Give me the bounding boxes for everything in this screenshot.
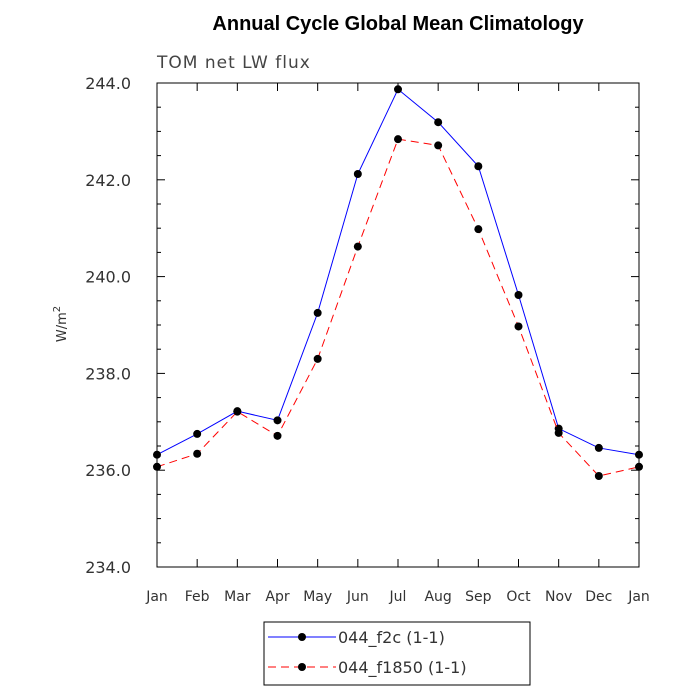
series-1-point bbox=[594, 443, 603, 452]
chart-title: Annual Cycle Global Mean Climatology bbox=[212, 13, 584, 35]
series-2-point bbox=[514, 322, 523, 331]
series-2-point bbox=[273, 431, 282, 440]
series-2-point bbox=[594, 472, 603, 481]
x-tick-label: Mar bbox=[224, 589, 251, 605]
series-2-point bbox=[474, 225, 483, 234]
series-1-point bbox=[474, 162, 483, 171]
x-tick-label: May bbox=[303, 589, 332, 605]
series-2-point bbox=[313, 354, 322, 363]
y-tick-label: 242.0 bbox=[85, 171, 131, 190]
y-tick-label: 234.0 bbox=[85, 558, 131, 577]
legend: 044_f2c (1-1) 044_f1850 (1-1) bbox=[263, 621, 531, 686]
y-axis-label: W/m2 bbox=[52, 306, 70, 342]
series-2-point bbox=[193, 449, 202, 458]
y-tick-label: 244.0 bbox=[85, 74, 131, 93]
series-2-point bbox=[353, 242, 362, 251]
legend-label-2: 044_f1850 (1-1) bbox=[338, 658, 467, 678]
series-2-point bbox=[434, 141, 443, 150]
plot-frame bbox=[156, 82, 640, 568]
series-1-point bbox=[514, 290, 523, 299]
x-tick-label: Jan bbox=[627, 589, 650, 605]
series-1-point bbox=[313, 308, 322, 317]
y-tick-label: 238.0 bbox=[85, 364, 131, 383]
x-tick-label: Jul bbox=[389, 589, 407, 605]
series-1-point bbox=[193, 429, 202, 438]
x-tick-label: Aug bbox=[424, 589, 451, 605]
chart-subtitle: TOM net LW flux bbox=[156, 53, 311, 73]
series-line-1 bbox=[156, 88, 640, 456]
series-1-point bbox=[434, 118, 443, 127]
legend-marker-2 bbox=[298, 663, 306, 671]
series-2-point bbox=[233, 407, 242, 416]
x-tick-label: Dec bbox=[585, 589, 612, 605]
series-1-point bbox=[394, 85, 402, 94]
y-tick-label: 236.0 bbox=[85, 461, 131, 480]
x-tick-label: Sep bbox=[465, 589, 492, 605]
series-1-point bbox=[353, 169, 362, 178]
series-line-2 bbox=[156, 138, 640, 477]
x-tick-label: Apr bbox=[265, 589, 289, 605]
y-tick-label: 240.0 bbox=[85, 268, 131, 287]
x-tick-label: Nov bbox=[545, 589, 572, 605]
legend-label-1: 044_f2c (1-1) bbox=[338, 628, 445, 648]
series-2-point bbox=[554, 428, 563, 437]
legend-marker-1 bbox=[298, 633, 306, 641]
x-tick-label: Feb bbox=[185, 589, 210, 605]
x-tick-label: Oct bbox=[506, 589, 531, 605]
series-1-point bbox=[273, 416, 282, 425]
x-tick-label: Jun bbox=[346, 589, 369, 605]
legend-box bbox=[263, 621, 531, 686]
series-2-point bbox=[394, 135, 402, 144]
x-tick-label: Jan bbox=[145, 589, 168, 605]
